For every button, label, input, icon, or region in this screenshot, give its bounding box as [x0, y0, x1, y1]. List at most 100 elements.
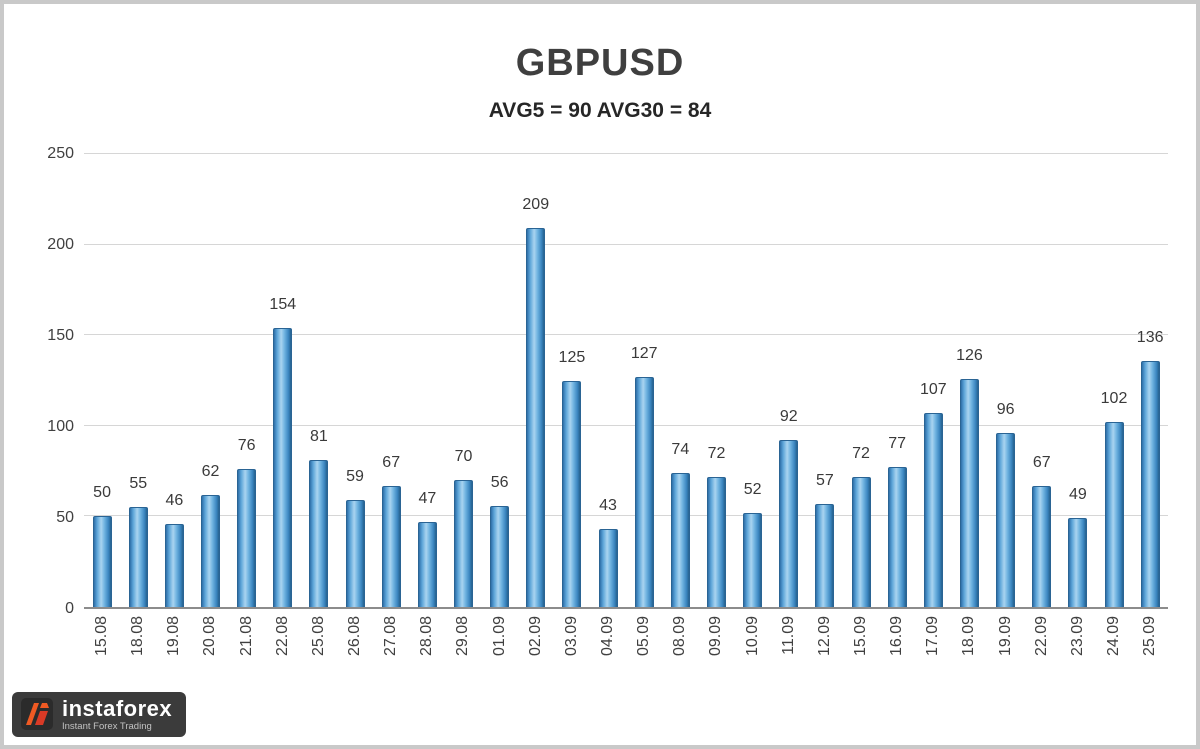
- bar-slot: 107: [915, 154, 951, 607]
- bar: [887, 467, 907, 607]
- x-axis-slot: 15.08: [84, 616, 120, 696]
- x-axis-slot: 25.09: [1132, 616, 1168, 696]
- x-axis-slot: 23.09: [1060, 616, 1096, 696]
- x-axis-label: 26.08: [346, 616, 364, 657]
- x-axis-slot: 20.08: [192, 616, 228, 696]
- chart-header: GBPUSD AVG5 = 90 AVG30 = 84: [4, 4, 1196, 123]
- bar: [128, 507, 148, 607]
- y-axis-tick-label: 200: [47, 236, 74, 253]
- x-axis-label: 17.09: [924, 616, 942, 657]
- bar-series: 50 55 46 62 76 154 81 59 67 47 70 56 209 125 43 127 74 72…: [84, 154, 1168, 607]
- bar: [1032, 485, 1052, 607]
- gridline: [84, 424, 1168, 426]
- bar-value-label: 70: [454, 448, 473, 466]
- x-axis-slot: 24.09: [1096, 616, 1132, 696]
- gridline: [84, 153, 1168, 154]
- bar: [417, 521, 437, 607]
- x-axis-label: 23.09: [1068, 616, 1086, 657]
- x-axis-slot: 03.09: [554, 616, 590, 696]
- brand-name: instaforex: [62, 695, 173, 721]
- bar-value-label: 125: [558, 348, 586, 366]
- x-axis-slot: 22.09: [1024, 616, 1060, 696]
- x-axis-slot: 25.08: [301, 616, 337, 696]
- chart-area: 0 50 100 150 200 250 50 55 46 62 76 154 81 59 67 47 70 5…: [22, 145, 1168, 617]
- bar-value-label: 74: [671, 440, 690, 458]
- bar-slot: 72: [698, 154, 734, 607]
- x-axis-slot: 16.09: [879, 616, 915, 696]
- bar-slot: 55: [120, 154, 156, 607]
- bar-value-label: 67: [1032, 453, 1051, 471]
- bar: [309, 460, 329, 607]
- bar: [996, 433, 1016, 607]
- bar-slot: 47: [409, 154, 445, 607]
- x-axis-slot: 29.08: [445, 616, 481, 696]
- instaforex-logo: instaforex Instant Forex Trading: [12, 691, 187, 737]
- bar-value-label: 52: [743, 480, 762, 498]
- x-axis-slot: 19.09: [988, 616, 1024, 696]
- bar-slot: 50: [84, 154, 120, 607]
- x-axis-label: 02.09: [526, 616, 544, 657]
- y-axis-tick-label: 100: [47, 418, 74, 435]
- bar-slot: 43: [590, 154, 626, 607]
- x-axis-slot: 01.09: [482, 616, 518, 696]
- x-axis-label: 01.09: [490, 616, 508, 657]
- bar: [670, 472, 690, 607]
- bar-value-label: 43: [599, 497, 617, 515]
- x-axis-label: 08.09: [671, 616, 689, 657]
- x-axis-slot: 10.09: [735, 616, 771, 696]
- bar-value-label: 76: [237, 437, 256, 455]
- x-axis-label: 16.09: [888, 616, 906, 657]
- bar-slot: 52: [735, 154, 771, 607]
- x-axis-label: 27.08: [382, 616, 400, 657]
- x-axis-label: 15.08: [93, 616, 111, 657]
- bar-slot: 81: [301, 154, 337, 607]
- bar-slot: 76: [229, 154, 265, 607]
- x-axis-slot: 18.08: [120, 616, 156, 696]
- bar: [526, 228, 546, 607]
- gridline: [84, 334, 1168, 336]
- bar: [92, 516, 112, 607]
- bar: [851, 476, 871, 607]
- brand-tagline: Instant Forex Trading: [62, 721, 152, 733]
- x-axis-label: 21.08: [237, 616, 255, 657]
- bar: [634, 376, 654, 607]
- x-axis-slot: 26.08: [337, 616, 373, 696]
- bar: [743, 512, 763, 607]
- x-axis-label: 05.09: [635, 616, 653, 657]
- bar-slot: 127: [626, 154, 662, 607]
- x-axis: 15.08 18.08 19.08 20.08 21.08 22.08 25.08 26.08…: [84, 616, 1168, 696]
- bar-value-label: 77: [888, 435, 907, 453]
- bar-value-label: 126: [956, 346, 983, 364]
- x-axis-slot: 12.09: [807, 616, 843, 696]
- brand-text: instaforex Instant Forex Trading: [62, 697, 172, 732]
- bar-slot: 70: [445, 154, 481, 607]
- x-axis-slot: 15.09: [843, 616, 879, 696]
- x-axis-slot: 11.09: [771, 616, 807, 696]
- chart-subtitle: AVG5 = 90 AVG30 = 84: [488, 99, 712, 122]
- x-axis-label: 10.09: [743, 616, 761, 657]
- x-axis-label: 20.08: [201, 616, 219, 657]
- bar-slot: 72: [843, 154, 879, 607]
- bar-slot: 57: [807, 154, 843, 607]
- bar-slot: 154: [265, 154, 301, 607]
- y-axis-tick-label: 50: [56, 509, 74, 526]
- x-axis-label: 12.09: [815, 616, 833, 657]
- x-axis-slot: 21.08: [229, 616, 265, 696]
- x-axis-label: 18.08: [129, 616, 147, 657]
- bar-slot: 126: [951, 154, 987, 607]
- y-axis-tick-label: 250: [47, 145, 74, 162]
- bar-value-label: 47: [418, 489, 437, 507]
- x-axis-label: 25.09: [1141, 616, 1159, 657]
- bar: [453, 480, 473, 607]
- x-axis-label: 11.09: [779, 616, 797, 655]
- x-axis-slot: 27.08: [373, 616, 409, 696]
- x-axis-slot: 19.08: [156, 616, 192, 696]
- bar-value-label: 67: [382, 453, 401, 471]
- bar-slot: 46: [156, 154, 192, 607]
- bar-value-label: 127: [630, 344, 658, 362]
- bar: [779, 440, 799, 607]
- x-axis-label: 04.09: [599, 616, 617, 657]
- plot-area: 50 55 46 62 76 154 81 59 67 47 70 56 209 125 43 127 74 72…: [84, 153, 1168, 609]
- chart-title: GBPUSD: [515, 42, 685, 84]
